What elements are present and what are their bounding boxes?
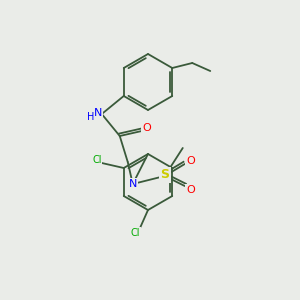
Text: N: N bbox=[129, 179, 137, 189]
Text: H: H bbox=[87, 112, 94, 122]
Text: O: O bbox=[186, 156, 195, 166]
Text: O: O bbox=[142, 123, 151, 133]
Text: Cl: Cl bbox=[92, 155, 101, 165]
Text: O: O bbox=[186, 185, 195, 195]
Text: S: S bbox=[160, 169, 169, 182]
Text: N: N bbox=[94, 108, 102, 118]
Text: Cl: Cl bbox=[130, 228, 140, 238]
